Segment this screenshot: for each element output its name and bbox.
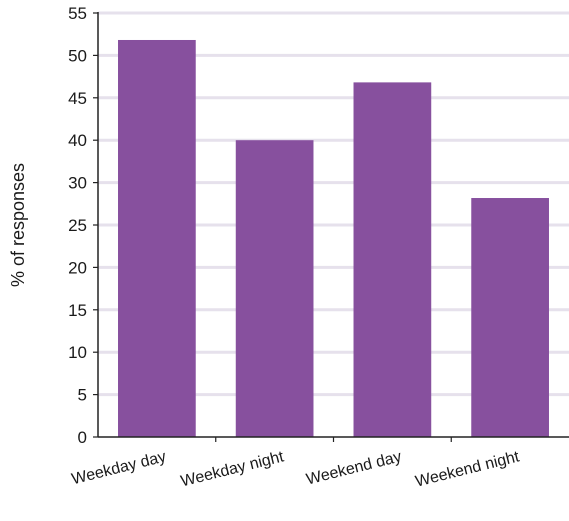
y-tick-label: 30 bbox=[68, 174, 87, 193]
bar bbox=[353, 82, 432, 437]
y-tick-label: 10 bbox=[68, 343, 87, 362]
y-tick-label: 45 bbox=[68, 89, 87, 108]
y-tick-label: 0 bbox=[78, 428, 87, 447]
bars bbox=[118, 39, 549, 438]
y-tick-label: 25 bbox=[68, 216, 87, 235]
bar bbox=[471, 198, 549, 437]
x-category-label: Weekend day bbox=[305, 448, 404, 488]
y-tick-label: 15 bbox=[68, 301, 87, 320]
x-category-label: Weekday night bbox=[179, 448, 286, 490]
y-axis-title: % of responses bbox=[8, 163, 28, 287]
y-tick-label: 55 bbox=[68, 4, 87, 23]
y-ticks: 0 5 10 15 20 25 30 40 45 50 55 bbox=[68, 4, 98, 447]
y-tick-label: 50 bbox=[68, 46, 87, 65]
y-tick-label: 20 bbox=[68, 258, 87, 277]
x-category-label: Weekend night bbox=[414, 448, 522, 490]
y-tick-label: 40 bbox=[68, 131, 87, 150]
bar bbox=[235, 140, 314, 437]
bar bbox=[118, 39, 196, 438]
x-category-label: Weekday day bbox=[70, 448, 168, 488]
x-ticks: Weekday day Weekday night Weekend day Weeke… bbox=[70, 437, 522, 491]
y-tick-label: 5 bbox=[78, 386, 87, 405]
